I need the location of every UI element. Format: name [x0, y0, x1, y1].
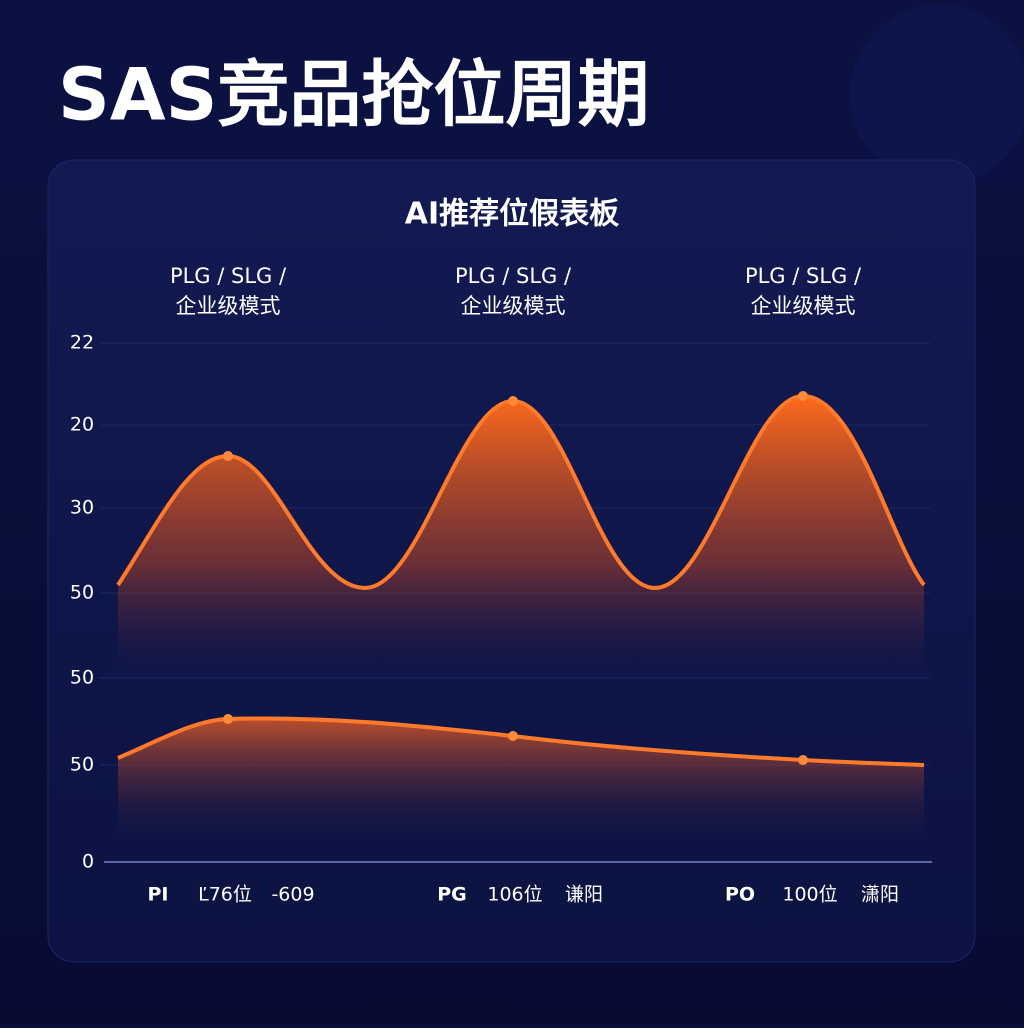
footer-rank: 100位: [782, 884, 837, 906]
y-label: 30: [70, 497, 94, 519]
column-label: 企业级模式: [461, 294, 566, 318]
panel-title: AI推荐位假表板: [405, 197, 619, 232]
point: [798, 391, 808, 401]
low-area: [118, 718, 924, 840]
y-label: 22: [70, 332, 94, 354]
column-label: PLG / SLG /: [170, 264, 287, 288]
footer-code: PI: [148, 884, 169, 906]
column-label: 企业级模式: [751, 294, 856, 318]
footer-rank: Ľ76位: [198, 884, 252, 906]
footer-note: 潇阳: [861, 884, 899, 906]
point: [223, 451, 233, 461]
page-title: SAS竞品抢位周期: [58, 53, 649, 137]
y-label: 20: [70, 414, 94, 436]
footer-code: PG: [437, 884, 467, 906]
footer-note: 谦阳: [565, 884, 603, 906]
y-label: 50: [70, 667, 94, 689]
y-label: 50: [70, 582, 94, 604]
hill-area: [118, 396, 924, 675]
point: [798, 755, 808, 765]
column-label: PLG / SLG /: [455, 264, 572, 288]
point: [223, 714, 233, 724]
footer-code: PO: [725, 884, 755, 906]
column-label: 企业级模式: [176, 294, 281, 318]
column-label: PLG / SLG /: [745, 264, 862, 288]
footer-note: -609: [271, 884, 314, 906]
decor-circle: [850, 5, 1024, 185]
y-label: 0: [82, 851, 94, 873]
y-label: 50: [70, 754, 94, 776]
point: [508, 731, 518, 741]
footer-rank: 106位: [487, 884, 542, 906]
point: [508, 396, 518, 406]
